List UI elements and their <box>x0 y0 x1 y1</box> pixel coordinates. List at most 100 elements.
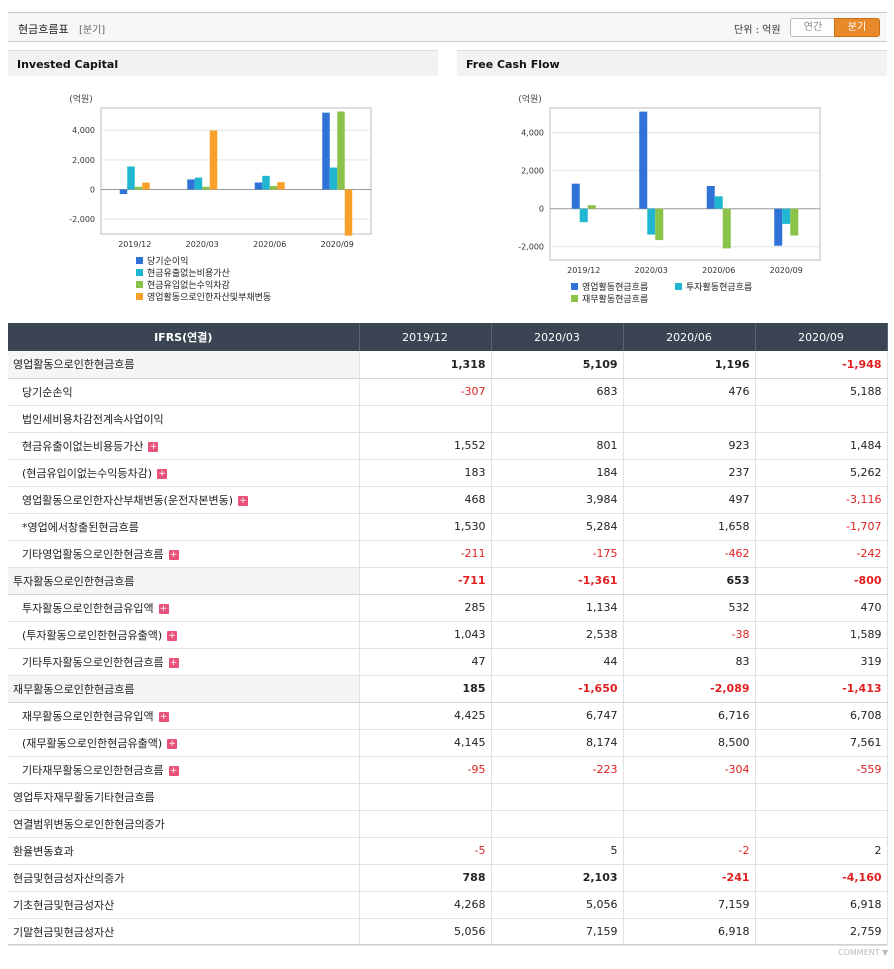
x-tick-label: 2020/06 <box>702 266 735 275</box>
table-cell: 5,284 <box>491 513 624 541</box>
table-cell: 2,759 <box>755 918 888 946</box>
footer-divider <box>8 944 887 945</box>
expand-plus-icon[interactable]: + <box>237 495 248 506</box>
x-tick-label: 2020/03 <box>186 240 219 249</box>
bar <box>134 186 143 190</box>
row-label: 영업활동으로인한현금흐름 <box>8 351 360 379</box>
row-label-text: 투자활동으로인한현금유입액 <box>22 601 154 615</box>
table-cell: -1,650 <box>491 675 624 703</box>
table-cell: -307 <box>359 378 492 406</box>
table-cell: -1,948 <box>755 351 888 379</box>
y-tick-label: 4,000 <box>521 129 544 138</box>
bar <box>344 189 353 236</box>
legend-swatch <box>675 283 682 290</box>
row-label-text: (재무활동으로인한현금유출액) <box>22 736 163 750</box>
table-cell: -304 <box>623 756 756 784</box>
row-label-text: (투자활동으로인한현금유출액) <box>22 628 163 642</box>
table-cell <box>359 810 492 838</box>
table-cell: 6,747 <box>491 702 624 730</box>
expand-plus-icon[interactable]: + <box>168 657 179 668</box>
table-cell: -241 <box>623 864 756 892</box>
bar <box>209 130 218 190</box>
invested-capital-chart: (억원) 4,000 2,000 0 -2,000 2019/12 2020/03 2020/… <box>69 93 372 303</box>
table-cell <box>755 405 888 433</box>
x-tick-label: 2020/09 <box>770 266 803 275</box>
table-cell: -4,160 <box>755 864 888 892</box>
bar <box>329 167 338 190</box>
bar <box>587 205 596 209</box>
legend-label: 영업활동현금흐름 <box>582 281 648 293</box>
bar <box>254 182 263 190</box>
table-cell: 476 <box>623 378 756 406</box>
legend-swatch <box>136 257 143 264</box>
quarter-toggle-button[interactable]: 분기 <box>834 18 880 37</box>
expand-plus-icon[interactable]: + <box>168 765 179 776</box>
table-row: 재무활동으로인한현금흐름 185 -1,650 -2,089 -1,413 <box>8 675 888 703</box>
table-cell: 185 <box>359 675 492 703</box>
table-cell: 3,984 <box>491 486 624 514</box>
table-cell: 83 <box>623 648 756 676</box>
x-tick-label: 2020/03 <box>635 266 668 275</box>
table-cell: 7,561 <box>755 729 888 757</box>
row-label: 기말현금및현금성자산 <box>8 918 360 946</box>
table-cell: -559 <box>755 756 888 784</box>
table-cell: 237 <box>623 459 756 487</box>
table-cell: 4,268 <box>359 891 492 919</box>
expand-plus-icon[interactable]: + <box>148 441 159 452</box>
row-label: 투자활동으로인한현금흐름 <box>8 567 360 595</box>
table-cell: 5,109 <box>491 351 624 379</box>
table-cell: 183 <box>359 459 492 487</box>
expand-plus-icon[interactable]: + <box>158 603 169 614</box>
table-cell: 44 <box>491 648 624 676</box>
row-label-text: 기타투자활동으로인한현금흐름 <box>22 655 164 669</box>
table-row: 기초현금및현금성자산 4,268 5,056 7,159 6,918 <box>8 891 888 919</box>
legend-label: 현금유출없는비용가산 <box>147 268 230 279</box>
row-label: 당기순손익 <box>8 378 360 406</box>
table-header-cell: 2020/09 <box>755 323 888 351</box>
legend-swatch <box>571 283 578 290</box>
table-header-cell: 2020/06 <box>623 323 756 351</box>
row-label: 기초현금및현금성자산 <box>8 891 360 919</box>
row-label: 환율변동효과 <box>8 837 360 865</box>
expand-plus-icon[interactable]: + <box>167 630 178 641</box>
table-cell: 2,538 <box>491 621 624 649</box>
y-tick-label: -2,000 <box>518 243 544 252</box>
comment-toggle[interactable]: COMMENT ▼ <box>838 948 889 957</box>
y-axis-label: (억원) <box>69 93 93 105</box>
bar <box>337 111 345 190</box>
table-cell: 1,318 <box>359 351 492 379</box>
expand-plus-icon[interactable]: + <box>158 711 169 722</box>
bar <box>194 177 203 190</box>
table-cell: 5,262 <box>755 459 888 487</box>
bar <box>722 208 731 249</box>
row-label: 현금및현금성자산의증가 <box>8 864 360 892</box>
bar <box>262 175 270 190</box>
row-label-text: 영업활동으로인한자산부채변동(운전자본변동) <box>22 493 233 507</box>
bar <box>322 112 330 190</box>
table-row: *영업에서창출된현금흐름 1,530 5,284 1,658 -1,707 <box>8 513 888 541</box>
legend-label: 재무활동현금흐름 <box>582 293 648 305</box>
bar <box>647 208 656 235</box>
bar <box>571 183 580 209</box>
row-label-text: 기초현금및현금성자산 <box>13 898 115 912</box>
table-row: 기타재무활동으로인한현금흐름 + -95 -223 -304 -559 <box>8 756 888 784</box>
table-cell: 6,918 <box>755 891 888 919</box>
table-cell: 5,056 <box>491 891 624 919</box>
table-row: (재무활동으로인한현금유출액) +4,145 8,174 8,500 7,561 <box>8 729 888 757</box>
annual-toggle-button[interactable]: 연간 <box>790 18 836 37</box>
table-cell: 6,716 <box>623 702 756 730</box>
expand-plus-icon[interactable]: + <box>168 549 179 560</box>
table-cell <box>491 405 624 433</box>
expand-plus-icon[interactable]: + <box>157 468 168 479</box>
row-label-text: 당기순손익 <box>22 385 73 399</box>
bar <box>579 208 588 223</box>
page-title: 현금흐름표 <box>18 23 69 36</box>
row-label-text: 연결범위변동으로인한현금의증가 <box>13 817 165 831</box>
table-row: 영업활동으로인한현금흐름 1,318 5,109 1,196 -1,948 <box>8 351 888 379</box>
table-cell: -1,413 <box>755 675 888 703</box>
table-row: 현금유출이없는비용등가산 +1,552 801 923 1,484 <box>8 432 888 460</box>
table-cell: 5,188 <box>755 378 888 406</box>
expand-plus-icon[interactable]: + <box>167 738 178 749</box>
invested-capital-header: Invested Capital <box>8 50 438 76</box>
bar <box>714 196 723 209</box>
